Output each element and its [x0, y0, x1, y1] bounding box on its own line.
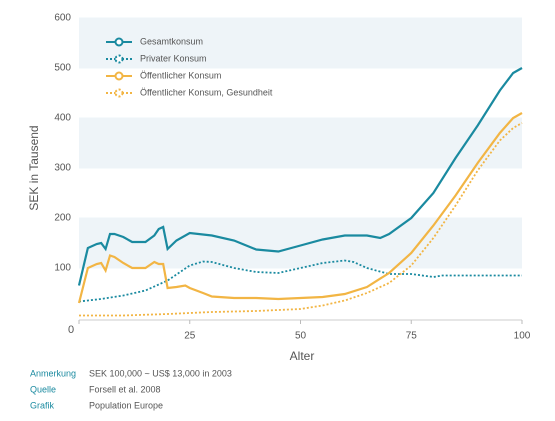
plot-bands: [79, 18, 522, 268]
note-label: Grafik: [30, 400, 55, 410]
note-label: Quelle: [30, 384, 56, 394]
note-text: SEK 100,000 ~ US$ 13,000 in 2003: [89, 368, 232, 378]
legend-label: Gesamtkonsum: [140, 36, 203, 46]
band: [79, 118, 522, 168]
legend-marker: [114, 71, 124, 81]
band: [79, 18, 522, 68]
legend-marker: [114, 37, 124, 47]
y-tick-label: 100: [54, 263, 71, 274]
note-label: Anmerkung: [30, 368, 76, 378]
y-tick-label: 400: [54, 113, 71, 124]
legend-label: Öffentlicher Konsum, Gesundheit: [140, 87, 273, 97]
band: [79, 218, 522, 268]
note-text: Forsell et al. 2008: [89, 384, 161, 394]
legend-label: Öffentlicher Konsum: [140, 70, 221, 80]
x-tick-label: 25: [184, 331, 196, 342]
x-tick-label: 75: [406, 331, 418, 342]
series-line: [77, 67, 523, 286]
legend-marker: [114, 88, 124, 98]
y-tick-label: 600: [54, 13, 71, 24]
y-axis-label: SEK in Tausend: [27, 125, 41, 210]
series-line: [77, 112, 523, 304]
x-tick-label: 0: [68, 324, 74, 336]
x-tick-label: 100: [514, 331, 531, 342]
note-text: Population Europe: [89, 400, 163, 410]
y-tick-label: 500: [54, 63, 71, 74]
legend-marker: [114, 54, 124, 64]
y-tick-label: 200: [54, 213, 71, 224]
y-tick-label: 300: [54, 163, 71, 174]
x-axis-label: Alter: [290, 349, 315, 363]
x-tick-label: 50: [295, 331, 307, 342]
legend-label: Privater Konsum: [140, 53, 207, 63]
